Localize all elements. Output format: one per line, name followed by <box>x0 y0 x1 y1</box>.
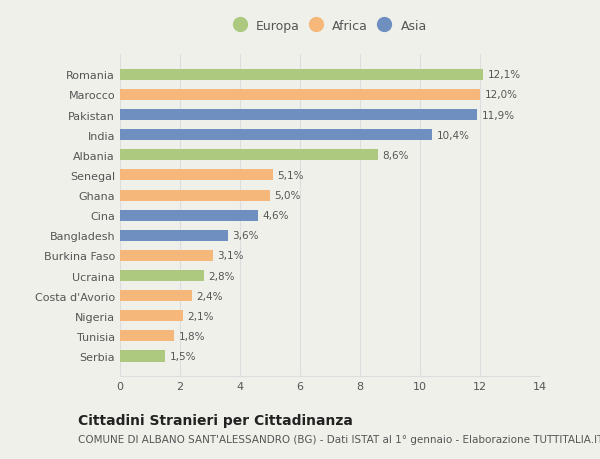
Text: 3,6%: 3,6% <box>233 231 259 241</box>
Bar <box>120 70 483 81</box>
Text: 5,0%: 5,0% <box>275 190 301 201</box>
Text: 2,4%: 2,4% <box>197 291 223 301</box>
Text: 3,1%: 3,1% <box>218 251 244 261</box>
Bar <box>120 130 432 141</box>
Bar <box>120 190 270 201</box>
Bar <box>120 210 258 221</box>
Text: COMUNE DI ALBANO SANT'ALESSANDRO (BG) - Dati ISTAT al 1° gennaio - Elaborazione : COMUNE DI ALBANO SANT'ALESSANDRO (BG) - … <box>78 434 600 444</box>
Bar <box>120 250 213 262</box>
Text: Cittadini Stranieri per Cittadinanza: Cittadini Stranieri per Cittadinanza <box>78 413 353 427</box>
Bar <box>120 110 477 121</box>
Bar <box>120 90 480 101</box>
Legend: Europa, Africa, Asia: Europa, Africa, Asia <box>233 20 427 33</box>
Text: 5,1%: 5,1% <box>277 171 304 180</box>
Text: 2,8%: 2,8% <box>209 271 235 281</box>
Bar <box>120 270 204 281</box>
Text: 8,6%: 8,6% <box>383 151 409 161</box>
Text: 10,4%: 10,4% <box>437 130 470 140</box>
Text: 1,5%: 1,5% <box>170 351 196 361</box>
Bar <box>120 230 228 241</box>
Text: 4,6%: 4,6% <box>263 211 289 221</box>
Text: 2,1%: 2,1% <box>187 311 214 321</box>
Text: 11,9%: 11,9% <box>482 110 515 120</box>
Text: 1,8%: 1,8% <box>179 331 205 341</box>
Bar <box>120 330 174 341</box>
Bar <box>120 291 192 302</box>
Bar <box>120 150 378 161</box>
Text: 12,0%: 12,0% <box>485 90 517 100</box>
Bar <box>120 170 273 181</box>
Bar <box>120 311 183 322</box>
Text: 12,1%: 12,1% <box>487 70 521 80</box>
Bar <box>120 351 165 362</box>
